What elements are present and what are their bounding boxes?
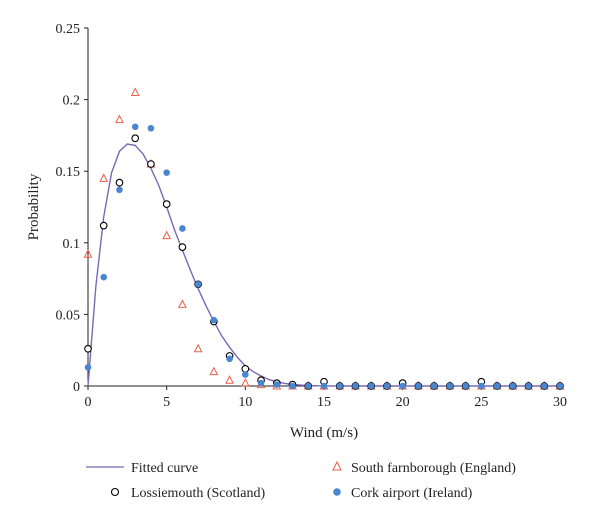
legend-label-england: South farnborough (England) xyxy=(351,461,516,476)
ireland-point xyxy=(399,382,406,390)
legend-swatch-england xyxy=(332,460,342,471)
scotland-point xyxy=(115,178,124,187)
ireland-point xyxy=(147,124,155,132)
x-tick-label: 0 xyxy=(85,395,92,410)
ireland-point xyxy=(131,123,139,131)
ireland-point xyxy=(493,382,501,390)
england-point xyxy=(99,173,109,182)
ireland-point xyxy=(352,382,359,390)
legend-item-england: South farnborough (England) xyxy=(332,460,516,476)
y-tick-label: 0.1 xyxy=(63,237,81,252)
england-point xyxy=(130,87,140,96)
ireland-point xyxy=(383,382,391,390)
ireland-point xyxy=(226,355,233,363)
ireland-point xyxy=(462,382,469,390)
scotland-point xyxy=(147,160,155,168)
ireland-point xyxy=(194,281,202,288)
legend-swatch-ireland xyxy=(333,488,341,496)
y-tick-label: 0.15 xyxy=(56,165,81,180)
ireland-point xyxy=(289,382,296,390)
ireland-point xyxy=(100,273,108,281)
england-point xyxy=(193,343,203,353)
england-point xyxy=(209,366,219,376)
ireland-point xyxy=(336,382,344,390)
legend-item-scotland: Lossiemouth (Scotland) xyxy=(110,486,265,501)
fitted-curve-line xyxy=(87,143,560,387)
scotland-point xyxy=(178,243,187,251)
x-axis-ticks: 0 5 10 15 20 25 30 xyxy=(85,386,567,410)
legend-label-scotland: Lossiemouth (Scotland) xyxy=(131,486,265,501)
ireland-point xyxy=(210,316,218,324)
england-point xyxy=(225,375,235,384)
ireland-point xyxy=(540,382,548,390)
x-tick-label: 10 xyxy=(238,395,252,410)
x-tick-label: 25 xyxy=(474,395,488,410)
ireland-point xyxy=(163,169,170,176)
ireland-point xyxy=(525,382,532,390)
ireland-point xyxy=(446,382,454,390)
x-tick-label: 5 xyxy=(163,395,170,410)
scotland-point xyxy=(99,221,108,230)
ireland-point xyxy=(367,382,375,390)
ireland-point xyxy=(116,186,123,194)
x-tick-label: 30 xyxy=(553,395,567,410)
ireland-point xyxy=(179,225,186,232)
scotland-point xyxy=(131,134,140,143)
legend-item-fitted-curve: Fitted curve xyxy=(86,461,198,476)
ireland-point xyxy=(509,382,517,390)
y-axis-ticks: 0 0.05 0.1 0.15 0.2 0.25 xyxy=(56,22,88,395)
ireland-point xyxy=(273,381,281,388)
x-tick-label: 15 xyxy=(317,395,331,410)
ireland-point xyxy=(84,364,92,371)
ireland-point xyxy=(478,382,485,390)
ireland-point xyxy=(556,382,564,390)
legend-swatch-scotland xyxy=(110,487,120,497)
legend: Fitted curve South farnborough (England)… xyxy=(86,460,516,501)
england-point xyxy=(177,299,187,308)
y-axis-title: Probability xyxy=(26,173,42,240)
england-point xyxy=(240,378,250,387)
ireland-point xyxy=(257,379,265,387)
axes xyxy=(87,28,560,387)
plot-area xyxy=(83,87,565,390)
scotland-point xyxy=(241,364,250,373)
y-tick-label: 0.2 xyxy=(63,94,81,109)
y-tick-label: 0 xyxy=(73,380,80,395)
legend-label-ireland: Cork airport (Ireland) xyxy=(351,486,473,501)
x-tick-label: 20 xyxy=(396,395,410,410)
ireland-point xyxy=(304,382,312,390)
legend-item-ireland: Cork airport (Ireland) xyxy=(333,486,473,501)
x-axis-title: Wind (m/s) xyxy=(290,425,358,441)
ireland-point xyxy=(430,382,438,390)
england-point xyxy=(162,230,172,240)
ireland-point xyxy=(242,371,249,378)
ireland-point xyxy=(320,382,328,390)
y-tick-label: 0.05 xyxy=(56,308,81,323)
ireland-point xyxy=(415,382,422,390)
legend-label-fitted-curve: Fitted curve xyxy=(131,461,198,476)
scotland-point xyxy=(84,344,92,353)
y-tick-label: 0.25 xyxy=(56,22,81,37)
england-point xyxy=(83,249,93,258)
england-point xyxy=(115,114,124,124)
scotland-point xyxy=(162,200,171,208)
